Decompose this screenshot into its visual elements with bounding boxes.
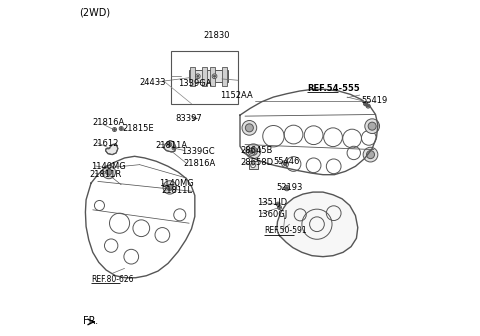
Text: REF.54-555: REF.54-555 xyxy=(307,84,360,93)
Circle shape xyxy=(286,187,288,190)
Text: 21830: 21830 xyxy=(203,31,230,40)
Text: 28645B: 28645B xyxy=(240,146,272,155)
Circle shape xyxy=(367,105,369,107)
Text: 21811R: 21811R xyxy=(89,170,121,178)
Circle shape xyxy=(248,149,255,155)
Bar xyxy=(171,51,238,104)
Bar xyxy=(210,67,215,86)
Circle shape xyxy=(173,147,175,149)
Text: REF.80-626: REF.80-626 xyxy=(91,275,133,284)
Circle shape xyxy=(246,144,261,159)
Bar xyxy=(190,67,195,86)
Circle shape xyxy=(367,151,374,159)
Circle shape xyxy=(363,147,378,162)
Text: FR.: FR. xyxy=(84,316,98,326)
Bar xyxy=(222,67,227,86)
Text: 21811L: 21811L xyxy=(161,186,192,195)
Text: 1339GA: 1339GA xyxy=(178,79,212,88)
Text: 21816A: 21816A xyxy=(183,160,216,168)
Circle shape xyxy=(250,147,257,155)
Circle shape xyxy=(284,162,287,166)
Bar xyxy=(202,67,207,86)
Bar xyxy=(189,70,228,82)
Text: 83397: 83397 xyxy=(176,114,203,123)
Circle shape xyxy=(245,124,253,132)
Circle shape xyxy=(251,163,255,168)
Polygon shape xyxy=(164,140,176,152)
Text: 21815E: 21815E xyxy=(122,124,154,133)
Circle shape xyxy=(169,143,171,145)
Polygon shape xyxy=(277,192,358,257)
Text: 1360GJ: 1360GJ xyxy=(257,210,288,219)
Text: 21811A: 21811A xyxy=(156,141,188,150)
Text: 1351JD: 1351JD xyxy=(257,198,288,207)
Circle shape xyxy=(278,207,280,208)
Text: 28658D: 28658D xyxy=(240,159,273,167)
Circle shape xyxy=(113,128,116,130)
Circle shape xyxy=(214,75,216,77)
Text: 21612: 21612 xyxy=(93,139,119,148)
Text: 1140MG: 1140MG xyxy=(159,179,194,188)
Circle shape xyxy=(365,119,380,133)
Circle shape xyxy=(195,74,200,79)
Circle shape xyxy=(163,181,177,194)
Text: REF.50-591: REF.50-591 xyxy=(264,226,307,236)
Circle shape xyxy=(102,165,116,179)
Circle shape xyxy=(106,169,112,175)
Circle shape xyxy=(120,128,122,129)
Text: 1339GC: 1339GC xyxy=(181,147,215,156)
Text: 1152AA: 1152AA xyxy=(220,91,252,99)
Circle shape xyxy=(242,121,257,135)
Text: 24433: 24433 xyxy=(140,78,166,87)
Bar xyxy=(249,161,258,169)
Polygon shape xyxy=(106,144,118,155)
Circle shape xyxy=(167,184,173,191)
Text: 55446: 55446 xyxy=(274,158,300,166)
Circle shape xyxy=(364,103,367,105)
Text: 55419: 55419 xyxy=(361,96,387,105)
Text: 21816A: 21816A xyxy=(93,118,125,127)
Circle shape xyxy=(212,74,217,79)
Circle shape xyxy=(250,150,253,154)
Text: 1140MG: 1140MG xyxy=(91,162,126,171)
Circle shape xyxy=(368,122,376,130)
Circle shape xyxy=(197,75,199,77)
Text: (2WD): (2WD) xyxy=(79,7,110,17)
Circle shape xyxy=(277,203,279,205)
Text: 52193: 52193 xyxy=(277,183,303,192)
